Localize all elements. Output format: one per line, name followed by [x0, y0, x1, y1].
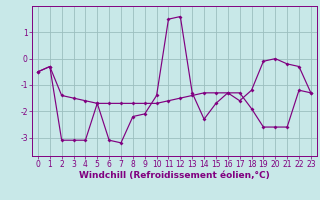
X-axis label: Windchill (Refroidissement éolien,°C): Windchill (Refroidissement éolien,°C) — [79, 171, 270, 180]
